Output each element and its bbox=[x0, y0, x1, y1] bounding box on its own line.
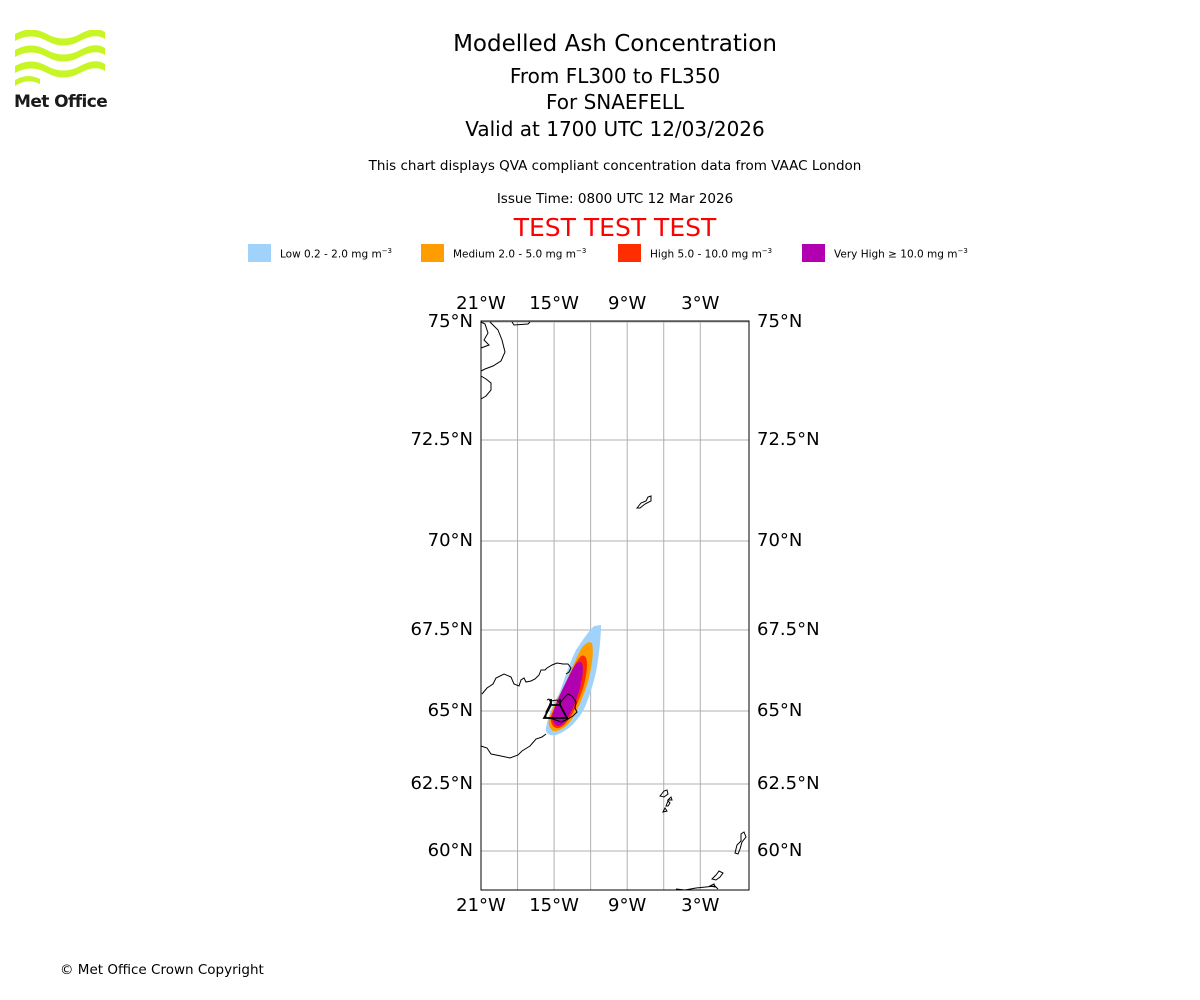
svalbard-edge bbox=[511, 321, 531, 326]
scotland-north-coast bbox=[675, 885, 719, 891]
legend-label-medium: Medium 2.0 - 5.0 mg m−3 bbox=[453, 247, 587, 261]
greenland-southeast-coast bbox=[480, 733, 547, 759]
faroe-islands bbox=[659, 789, 673, 813]
test-banner: TEST TEST TEST bbox=[513, 213, 717, 242]
longitude-label-bottom: 3°W bbox=[681, 895, 719, 916]
volcano-name: For SNAEFELL bbox=[545, 90, 684, 114]
legend-label-high: High 5.0 - 10.0 mg m−3 bbox=[650, 247, 773, 261]
legend-swatch-very-high bbox=[802, 244, 825, 262]
longitude-label-top: 21°W bbox=[456, 293, 506, 314]
map-frame bbox=[480, 320, 750, 891]
legend-swatch-medium bbox=[421, 244, 444, 262]
greenland-east-coast bbox=[481, 662, 572, 695]
longitude-label-top: 9°W bbox=[608, 293, 646, 314]
longitude-label-bottom: 15°W bbox=[529, 895, 579, 916]
map-gridlines bbox=[481, 321, 749, 890]
volcano-marker[interactable] bbox=[542, 699, 569, 719]
met-office-logo: Met Office bbox=[14, 29, 109, 112]
greenland-coast-east-tip bbox=[480, 375, 492, 400]
coastlines bbox=[480, 321, 747, 891]
greenland-coast-north bbox=[480, 321, 490, 349]
legend-swatch-low bbox=[248, 244, 271, 262]
chart-description: This chart displays QVA compliant concen… bbox=[368, 158, 862, 174]
orkney-islands bbox=[708, 870, 724, 888]
latitude-label-left: 75°N bbox=[428, 311, 473, 332]
latitude-label-left: 62.5°N bbox=[410, 773, 473, 794]
latitude-label-right: 70°N bbox=[757, 530, 802, 551]
latitude-label-right: 60°N bbox=[757, 840, 802, 861]
valid-time: Valid at 1700 UTC 12/03/2026 bbox=[465, 117, 765, 141]
issue-time: Issue Time: 0800 UTC 12 Mar 2026 bbox=[496, 191, 734, 207]
copyright-notice: © Met Office Crown Copyright bbox=[60, 962, 264, 978]
flight-level-range: From FL300 to FL350 bbox=[509, 64, 721, 88]
legend-swatch-high bbox=[618, 244, 641, 262]
latitude-label-left: 70°N bbox=[428, 530, 473, 551]
jan-mayen bbox=[635, 495, 652, 509]
volcano-crater-icon bbox=[550, 699, 561, 705]
latitude-label-right: 75°N bbox=[757, 311, 802, 332]
legend-unit-exponent: −3 bbox=[381, 247, 393, 255]
legend-unit-exponent: −3 bbox=[761, 247, 773, 255]
latitude-label-right: 67.5°N bbox=[757, 619, 820, 640]
latitude-label-left: 60°N bbox=[428, 840, 473, 861]
latitude-label-right: 72.5°N bbox=[757, 429, 820, 450]
legend-label-very-high: Very High ≥ 10.0 mg m−3 bbox=[834, 247, 968, 261]
legend-unit-exponent: −3 bbox=[575, 247, 587, 255]
longitude-label-top: 3°W bbox=[681, 293, 719, 314]
legend-label-low: Low 0.2 - 2.0 mg m−3 bbox=[280, 247, 393, 261]
longitude-label-top: 15°W bbox=[529, 293, 579, 314]
latitude-label-left: 67.5°N bbox=[410, 619, 473, 640]
wave-logo-icon bbox=[15, 29, 105, 86]
latitude-label-left: 72.5°N bbox=[410, 429, 473, 450]
map-axis-labels: 21°W 21°W 15°W 15°W 9°W 9°W 3°W 3°W 75°N 75°N 72.5… bbox=[410, 293, 819, 916]
longitude-label-bottom: 21°W bbox=[456, 895, 506, 916]
shetland-islands bbox=[734, 831, 747, 855]
latitude-label-right: 65°N bbox=[757, 700, 802, 721]
greenland-coast-north-inlet bbox=[480, 321, 506, 372]
longitude-label-bottom: 9°W bbox=[608, 895, 646, 916]
iceland-coast bbox=[545, 693, 578, 723]
chart-title: Modelled Ash Concentration bbox=[453, 31, 777, 57]
legend-unit-exponent: −3 bbox=[957, 247, 968, 255]
logo-text: Met Office bbox=[14, 92, 108, 112]
latitude-label-right: 62.5°N bbox=[757, 773, 820, 794]
latitude-label-left: 65°N bbox=[428, 700, 473, 721]
